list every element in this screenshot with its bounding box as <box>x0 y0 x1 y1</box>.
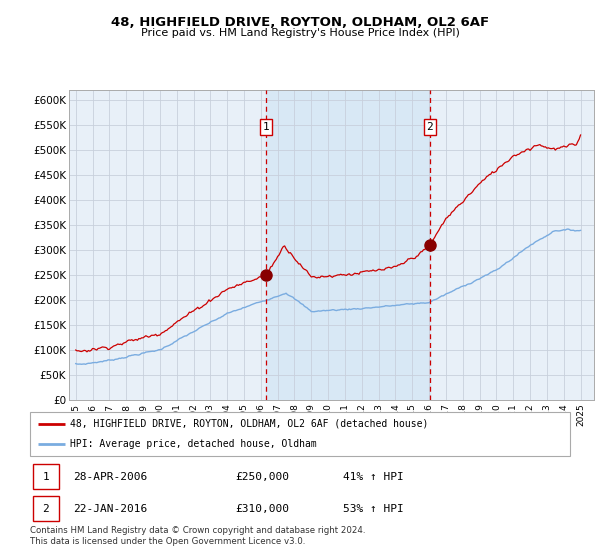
Bar <box>266 90 430 400</box>
Text: 2: 2 <box>427 122 433 132</box>
Text: 48, HIGHFIELD DRIVE, ROYTON, OLDHAM, OL2 6AF: 48, HIGHFIELD DRIVE, ROYTON, OLDHAM, OL2… <box>111 16 489 29</box>
Text: 2: 2 <box>42 504 49 514</box>
Text: 1: 1 <box>263 122 269 132</box>
Text: £310,000: £310,000 <box>235 504 289 514</box>
Text: 41% ↑ HPI: 41% ↑ HPI <box>343 472 404 482</box>
Text: £250,000: £250,000 <box>235 472 289 482</box>
Text: HPI: Average price, detached house, Oldham: HPI: Average price, detached house, Oldh… <box>71 439 317 449</box>
Text: 48, HIGHFIELD DRIVE, ROYTON, OLDHAM, OL2 6AF (detached house): 48, HIGHFIELD DRIVE, ROYTON, OLDHAM, OL2… <box>71 419 429 429</box>
Text: 28-APR-2006: 28-APR-2006 <box>73 472 148 482</box>
Text: 53% ↑ HPI: 53% ↑ HPI <box>343 504 404 514</box>
Bar <box>33 464 59 489</box>
Bar <box>33 497 59 521</box>
Text: 1: 1 <box>42 472 49 482</box>
Text: 22-JAN-2016: 22-JAN-2016 <box>73 504 148 514</box>
Text: Contains HM Land Registry data © Crown copyright and database right 2024.
This d: Contains HM Land Registry data © Crown c… <box>30 526 365 546</box>
Text: Price paid vs. HM Land Registry's House Price Index (HPI): Price paid vs. HM Land Registry's House … <box>140 28 460 38</box>
